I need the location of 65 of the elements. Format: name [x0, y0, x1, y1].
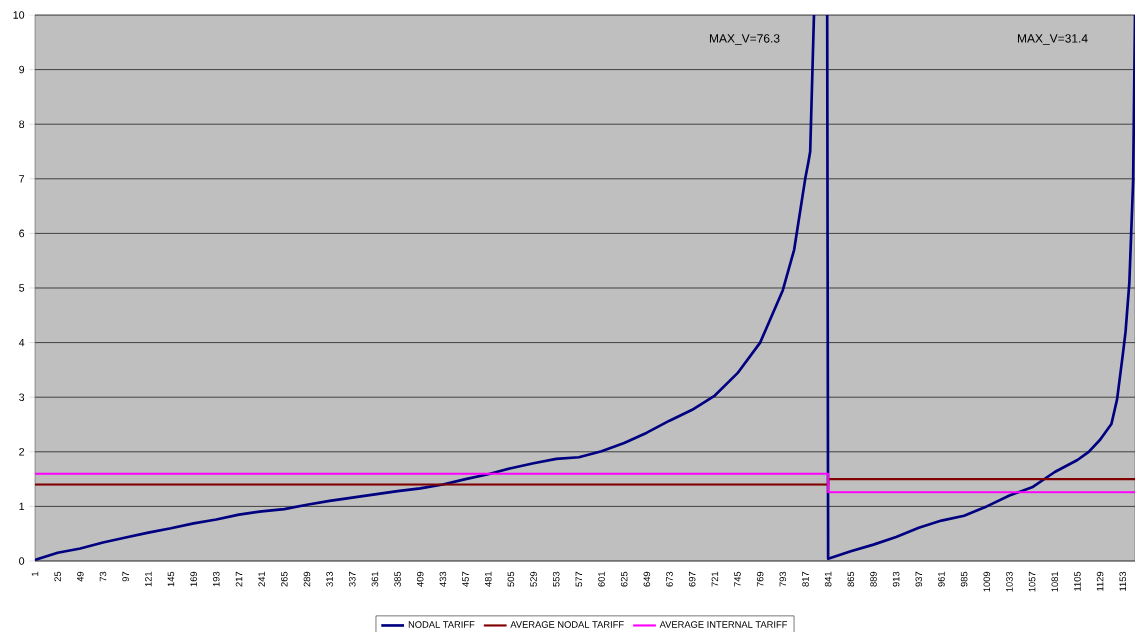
- x-tick-label: 241: [258, 571, 265, 587]
- y-tick-label: 4: [18, 338, 25, 347]
- x-tick-label: 673: [666, 571, 673, 587]
- x-tick-label: 625: [620, 571, 628, 587]
- x-tick-label: 361: [371, 571, 379, 587]
- y-tick-label: 3: [19, 393, 25, 401]
- x-tick-label: 193: [213, 571, 220, 587]
- x-tick-label: 889: [870, 571, 877, 587]
- x-tick-label: 937: [915, 571, 923, 587]
- x-tick-label: 121: [145, 571, 152, 587]
- x-tick-label: 97: [122, 571, 129, 582]
- annotation: MAX_V=76.3: [709, 34, 780, 45]
- x-tick-label: 1033: [1006, 571, 1013, 592]
- x-tick-label: 1153: [1119, 571, 1127, 591]
- x-tick-label: 25: [54, 571, 61, 582]
- x-tick-label: 1009: [983, 571, 991, 592]
- x-tick-label: 313: [326, 571, 333, 587]
- x-tick-label: 73: [99, 571, 107, 582]
- y-tick-label: 10: [13, 11, 25, 19]
- legend-label: AVERAGE INTERNAL TARIFF: [659, 621, 788, 628]
- x-tick-label: 289: [303, 571, 311, 587]
- x-tick-label: 409: [416, 571, 424, 587]
- x-tick-label: 49: [77, 571, 84, 582]
- x-tick-label: 745: [734, 571, 741, 587]
- y-tick-label: 0: [19, 557, 25, 565]
- x-tick-label: 217: [235, 571, 243, 587]
- x-tick-label: 1081: [1051, 571, 1059, 592]
- x-tick-label: 457: [462, 571, 469, 587]
- x-tick-label: 817: [802, 571, 809, 587]
- y-tick-label: 7: [19, 175, 25, 183]
- x-tick-label: 985: [960, 571, 968, 587]
- x-tick-label: 481: [484, 571, 492, 587]
- x-tick-label: 1057: [1028, 571, 1036, 592]
- x-tick-label: 913: [892, 571, 900, 587]
- y-tick-label: 5: [19, 284, 25, 292]
- x-tick-label: 1105: [1074, 571, 1081, 591]
- y-tick-label: 9: [19, 65, 25, 74]
- y-tick-label: 1: [19, 502, 25, 511]
- x-tick-label: 169: [190, 571, 197, 587]
- x-tick-label: 553: [552, 571, 560, 587]
- x-tick-label: 505: [507, 571, 515, 587]
- x-tick-label: 793: [779, 571, 787, 587]
- x-tick-label: 961: [938, 571, 945, 587]
- x-tick-label: 529: [530, 571, 537, 587]
- legend-label: AVERAGE NODAL TARIFF: [510, 621, 624, 628]
- x-tick-label: 601: [598, 571, 605, 587]
- x-tick-label: 145: [167, 571, 175, 587]
- annotation: MAX_V=31.4: [1017, 34, 1088, 45]
- x-tick-label: 265: [280, 571, 288, 587]
- x-tick-label: 721: [711, 571, 719, 587]
- x-tick-label: 433: [439, 571, 447, 587]
- x-tick-label: 649: [643, 571, 651, 587]
- x-tick-label: 1129: [1096, 571, 1104, 591]
- y-tick-label: 6: [19, 229, 25, 238]
- x-tick-label: 1: [31, 571, 39, 576]
- legend-label: NODAL TARIFF: [408, 621, 475, 628]
- y-tick-label: 2: [19, 448, 25, 456]
- x-tick-label: 769: [756, 571, 764, 587]
- x-tick-label: 337: [348, 571, 356, 587]
- x-tick-label: 697: [688, 571, 696, 587]
- x-tick-label: 841: [824, 571, 832, 587]
- y-tick-label: 8: [19, 120, 25, 128]
- x-tick-label: 577: [575, 571, 583, 587]
- x-tick-label: 865: [847, 571, 855, 587]
- x-tick-label: 385: [394, 571, 401, 587]
